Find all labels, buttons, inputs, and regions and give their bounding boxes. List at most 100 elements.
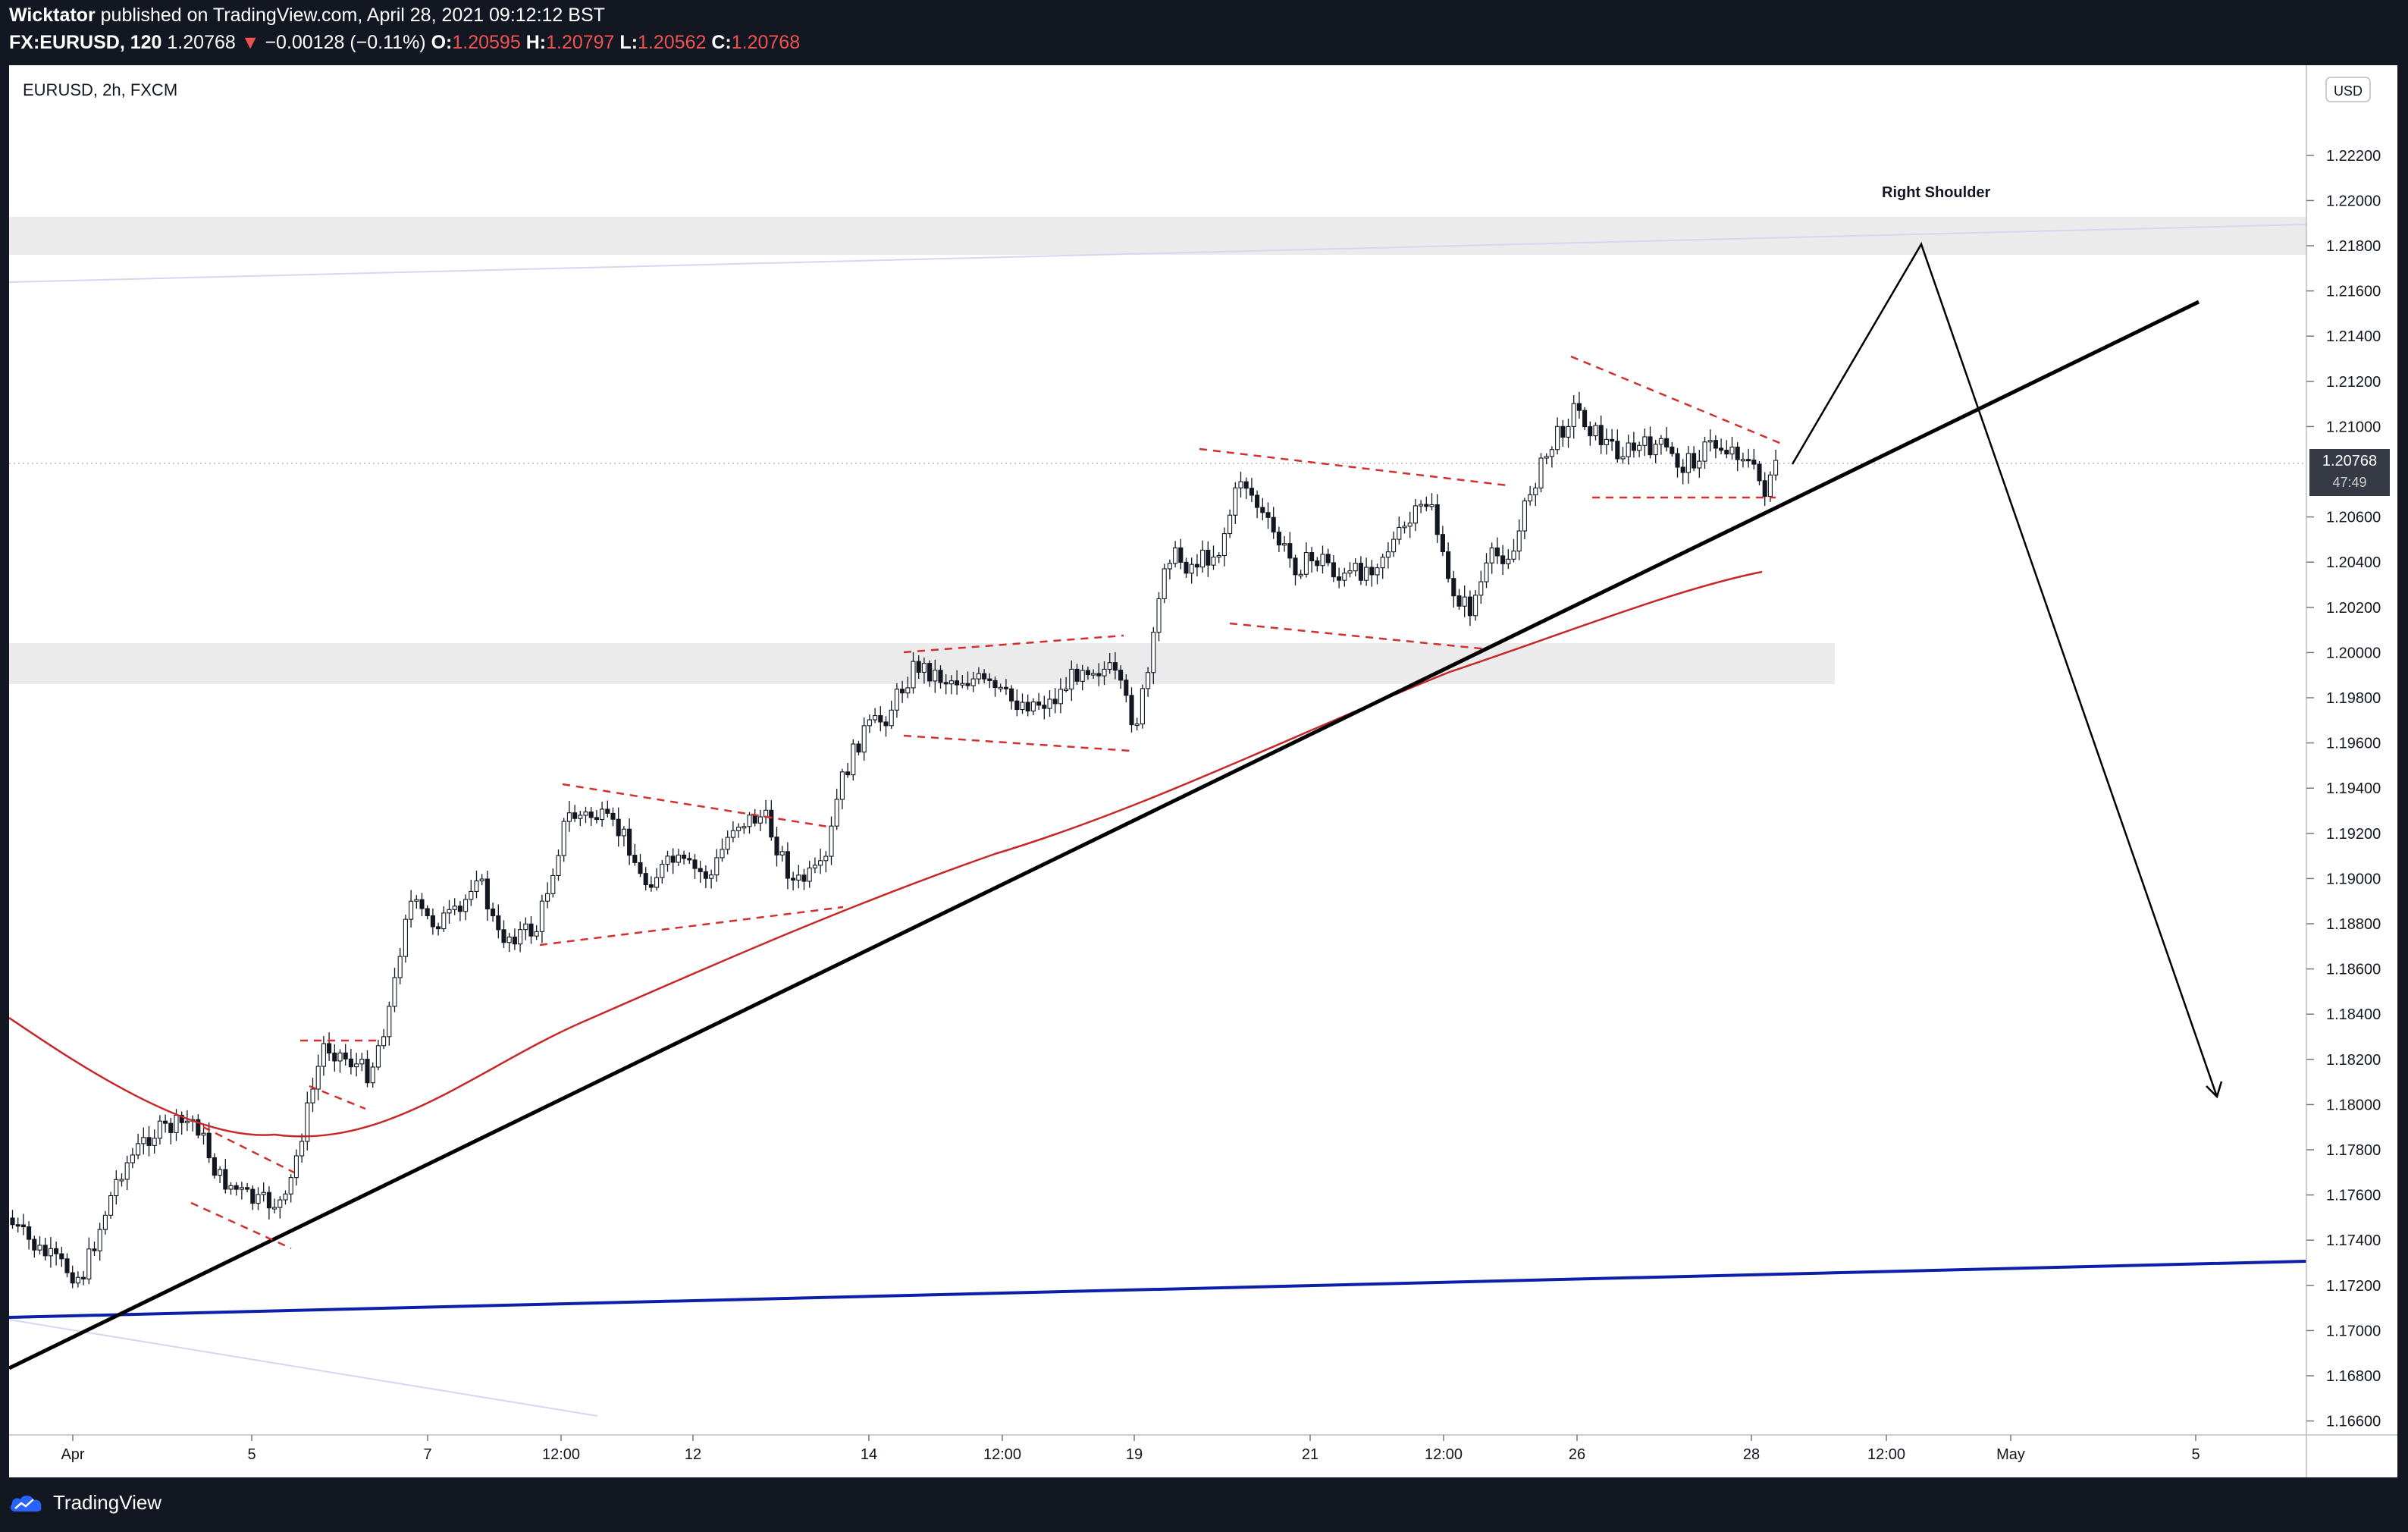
time-tick-label: 12:00: [1867, 1446, 1905, 1463]
candle-body: [605, 808, 610, 815]
chart-area[interactable]: Right Shoulder EURUSD, 2h, FXCM 1.22200 1…: [9, 65, 2397, 1477]
price-tick-label: 1.22200: [2326, 148, 2381, 165]
chart-canvas[interactable]: Right Shoulder EURUSD, 2h, FXCM 1.222001…: [9, 65, 2397, 1477]
candle-body: [359, 1059, 365, 1065]
candle-body: [266, 1191, 271, 1209]
time-axis[interactable]: Apr 5 7 12:00 12 14 12:00 19 21 12:00 26 28 12:00 May…: [61, 1435, 2200, 1463]
candle-body: [791, 877, 796, 881]
candle-body: [801, 874, 807, 882]
candle-body: [32, 1238, 37, 1251]
candle-body: [1102, 668, 1107, 677]
candle-body: [119, 1179, 124, 1182]
candle-body: [1707, 440, 1713, 443]
candle-body: [534, 931, 539, 937]
candle-body: [64, 1258, 70, 1273]
candle-body: [1036, 701, 1042, 706]
high-label: H:: [525, 32, 547, 53]
candle-body: [370, 1066, 375, 1084]
candle-body: [315, 1066, 321, 1090]
candle-body: [108, 1195, 114, 1216]
candle-body: [392, 977, 397, 1007]
candle-body: [1489, 547, 1494, 564]
price-tick-label: 1.17400: [2326, 1232, 2381, 1249]
candle-body: [136, 1143, 141, 1156]
long-term-trendline[interactable]: [9, 1260, 2307, 1319]
candle-body: [403, 918, 408, 957]
candle-body: [124, 1162, 130, 1180]
candle-body: [218, 1169, 223, 1176]
candle-body: [97, 1229, 102, 1251]
candle-body: [48, 1248, 53, 1257]
countdown-timer: 47:49: [2332, 475, 2366, 490]
candle-body: [250, 1188, 256, 1204]
price-tick-label: 1.18800: [2326, 916, 2381, 933]
candle-body: [539, 900, 544, 932]
candle-body: [687, 858, 692, 861]
candle-body: [1211, 556, 1216, 566]
candle-body: [1276, 532, 1281, 546]
candle-body: [1506, 558, 1511, 564]
candle-body: [545, 893, 550, 902]
candle-body: [752, 815, 757, 824]
last-price-tag-value: 1.20768: [2322, 453, 2377, 469]
candle-body: [1331, 562, 1336, 578]
candle-body: [1255, 494, 1260, 508]
projection-arrowhead-icon: [2206, 1081, 2223, 1099]
price-tick-label: 1.20600: [2326, 510, 2381, 526]
candle-body: [1522, 500, 1527, 532]
low-label: L:: [619, 32, 638, 53]
price-tick-label: 1.22000: [2326, 193, 2381, 209]
candle-body: [834, 799, 839, 827]
candle-body: [703, 871, 708, 879]
candle-body: [785, 851, 790, 879]
currency-badge-label: USD: [2334, 83, 2363, 99]
candle-body: [818, 860, 823, 866]
candle-body: [239, 1187, 244, 1190]
moving-average-line[interactable]: [9, 570, 1763, 1138]
currency-badge[interactable]: [2325, 77, 2371, 102]
candle-body: [452, 906, 457, 910]
candle-body: [102, 1214, 108, 1230]
symbol-info: FX:EURUSD, 120 1.20768 ▼ −0.00128 (−0.11…: [9, 32, 800, 54]
price-tick-label: 1.19800: [2326, 690, 2381, 707]
candle-body: [873, 714, 878, 720]
low-value: 1.20562: [638, 32, 707, 53]
candle-body: [1391, 538, 1397, 553]
publish-header: Wicktator published on TradingView.com, …: [0, 0, 2408, 62]
candle-body: [223, 1169, 228, 1190]
candle-body: [1724, 450, 1729, 455]
candle-body: [1320, 554, 1325, 567]
price-tick-label: 1.21800: [2326, 238, 2381, 255]
candle-body: [556, 855, 561, 876]
candle-body: [272, 1207, 277, 1210]
projection-path[interactable]: [1791, 242, 2218, 1097]
right-shoulder-label[interactable]: Right Shoulder: [1882, 184, 1991, 201]
candle-body: [1315, 560, 1320, 567]
candle-body: [1462, 596, 1467, 607]
candle-body: [1364, 567, 1369, 581]
candle-body: [81, 1276, 86, 1279]
candle-body: [1511, 551, 1516, 560]
price-tick-label: 1.19000: [2326, 871, 2381, 887]
candle-body: [1042, 705, 1047, 709]
candle-body: [1675, 453, 1680, 468]
candle-body: [146, 1137, 152, 1146]
candle-body: [725, 837, 730, 850]
candle-body: [861, 725, 867, 753]
candle-body: [1118, 670, 1124, 681]
candle-body: [1173, 547, 1178, 564]
author-name[interactable]: Wicktator: [9, 5, 96, 26]
candle-body: [1096, 673, 1102, 677]
candle-body: [627, 828, 632, 856]
candle-body: [812, 865, 817, 869]
candle-body: [114, 1179, 119, 1197]
price-axis[interactable]: 1.22200 1.22000 1.21800 1.21600 1.21400 1.212…: [2306, 148, 2381, 1430]
last-price-tag: [2309, 449, 2390, 496]
main-trendline[interactable]: [9, 300, 2200, 1370]
candle-body: [1429, 504, 1434, 507]
candle-body: [1538, 457, 1544, 488]
tradingview-logo[interactable]: TradingView: [9, 1491, 161, 1515]
candle-body: [594, 817, 599, 821]
candle-body: [1680, 466, 1685, 473]
candle-body: [1555, 425, 1560, 450]
